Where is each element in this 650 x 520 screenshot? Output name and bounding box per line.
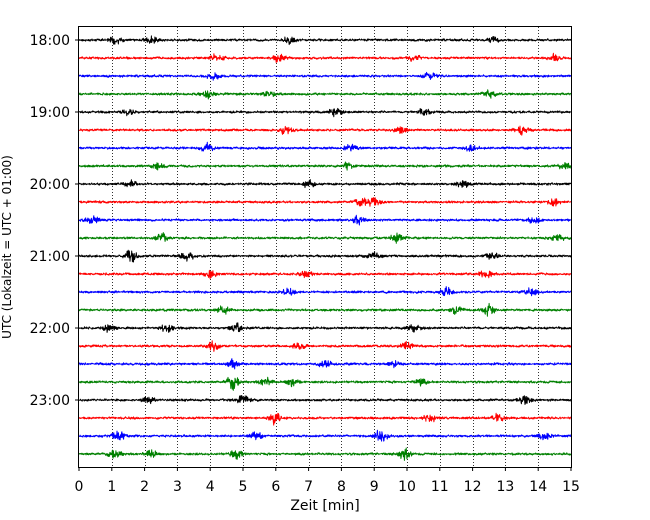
trace-2000	[78, 179, 572, 189]
trace-2200	[78, 322, 572, 333]
y-axis-title: UTC (Lokalzeit = UTC + 01:00)	[0, 155, 14, 339]
plot-frame	[78, 26, 572, 468]
x-tick-label: 7	[304, 479, 313, 495]
trace-2345	[78, 447, 572, 461]
trace-2115	[78, 269, 572, 280]
trace-2030	[78, 214, 572, 226]
trace-2315	[78, 412, 572, 426]
x-tick-label: 3	[173, 479, 182, 495]
x-tick-label: 8	[337, 479, 346, 495]
x-axis-ticks: 0 1 2 3 4 5 6 7 8 9 10 11 12 13 14 15	[75, 467, 580, 495]
trace-1800	[78, 35, 572, 46]
y-axis-ticks: 18:00 19:00 20:00 21:00 22:00 23:00	[30, 33, 79, 409]
x-tick-label: 11	[431, 479, 449, 495]
x-tick-label: 15	[562, 479, 580, 495]
x-tick-label: 14	[529, 479, 547, 495]
y-tick-label: 21:00	[30, 249, 70, 265]
x-tick-label: 0	[75, 479, 84, 495]
x-tick-label: 4	[206, 479, 215, 495]
trace-1900	[78, 107, 572, 118]
x-tick-label: 2	[140, 479, 149, 495]
trace-2215	[78, 340, 572, 352]
y-tick-label: 22:00	[30, 321, 70, 337]
x-tick-label: 5	[239, 479, 248, 495]
trace-2330	[78, 429, 572, 442]
trace-2230	[78, 358, 572, 370]
trace-2300	[78, 395, 572, 405]
trace-2100	[78, 249, 572, 263]
trace-1845	[78, 89, 572, 100]
x-tick-label: 10	[398, 479, 416, 495]
trace-2245	[78, 376, 572, 391]
y-tick-label: 23:00	[30, 393, 70, 409]
trace-2130	[78, 286, 572, 297]
trace-2015	[78, 197, 572, 207]
x-tick-label: 1	[107, 479, 116, 495]
x-axis-title: Zeit [min]	[290, 498, 359, 514]
y-tick-label: 19:00	[30, 105, 70, 121]
trace-1915	[78, 125, 572, 136]
x-tick-label: 13	[496, 479, 514, 495]
x-tick-label: 6	[271, 479, 280, 495]
x-tick-label: 9	[370, 479, 379, 495]
minute-grid	[112, 27, 539, 467]
trace-1945	[78, 161, 572, 171]
trace-1930	[78, 141, 572, 152]
y-tick-label: 18:00	[30, 33, 70, 49]
x-tick-label: 12	[464, 479, 482, 495]
seismic-traces	[78, 35, 572, 461]
trace-1830	[78, 71, 572, 81]
trace-2145	[78, 302, 572, 317]
trace-2045	[78, 232, 572, 244]
y-tick-label: 20:00	[30, 177, 70, 193]
trace-1815	[78, 52, 572, 63]
